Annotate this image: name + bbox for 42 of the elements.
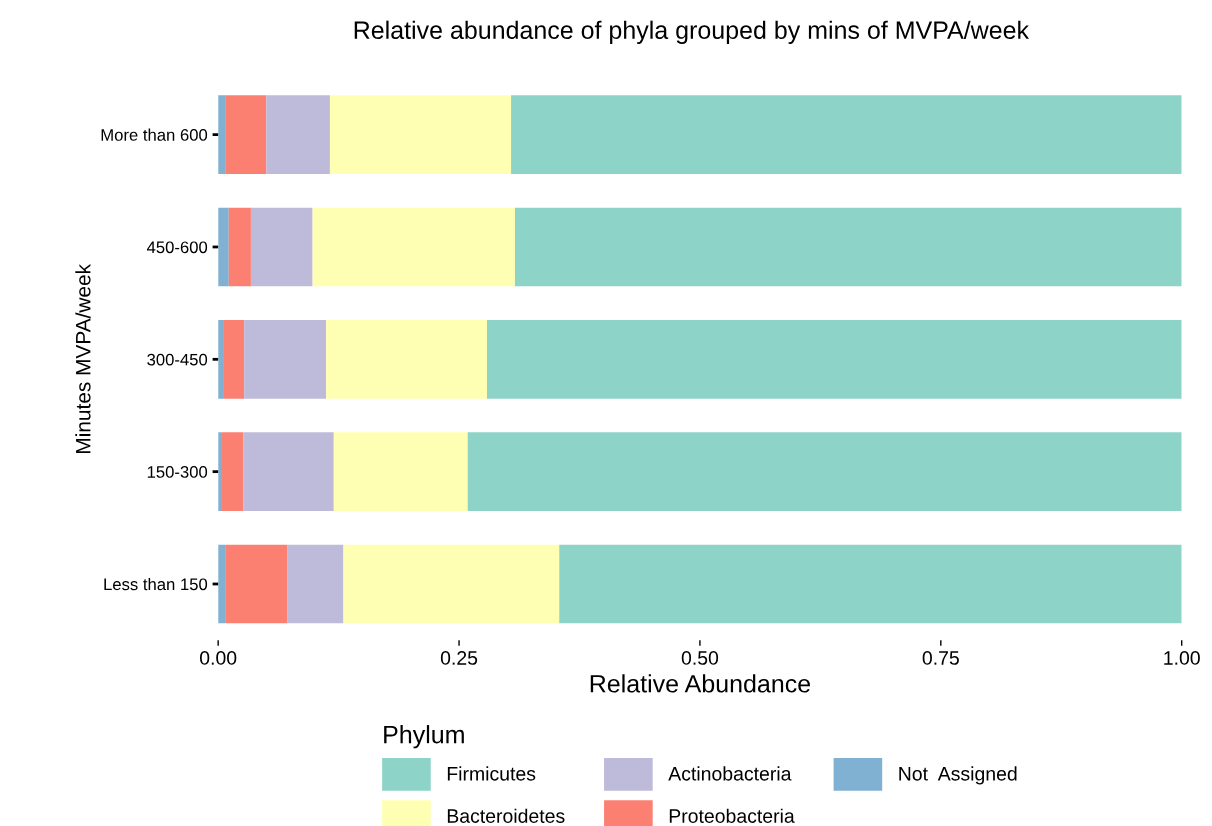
bar [514, 207, 1182, 287]
legend-label: Bacteroidetes [447, 808, 565, 823]
bar [266, 95, 330, 174]
bar [287, 544, 344, 624]
legend-title: Phylum [384, 725, 464, 749]
legend-label: Not Assigned [899, 766, 1017, 785]
bar [559, 544, 1182, 624]
bar [218, 544, 226, 624]
x-tick-label: 0.50 [681, 651, 719, 665]
x-tick-label: 1.00 [1164, 651, 1200, 665]
bar [218, 207, 229, 287]
bar [225, 544, 288, 624]
y-tick-label: 300-450 [147, 353, 208, 366]
x-tick-label: 0.00 [200, 651, 237, 665]
y-axis-title: Minutes MVPA/week [75, 263, 91, 453]
bar [312, 207, 515, 287]
y-tick-label: 150-300 [147, 466, 208, 478]
legend-label: Firmicutes [447, 766, 536, 781]
y-tick-label: More than 600 [101, 128, 208, 141]
bar [343, 544, 560, 624]
bar [250, 207, 313, 287]
x-tick-label: 0.75 [922, 651, 959, 665]
bar [326, 319, 487, 399]
bar [486, 319, 1182, 399]
bar [329, 95, 512, 174]
bar [223, 319, 245, 399]
y-tick-label: Less than 150 [104, 577, 208, 591]
bar [222, 432, 244, 511]
bar [228, 207, 251, 287]
bar [243, 432, 334, 511]
x-tick-label: 0.25 [440, 651, 478, 665]
legend-label: Actinobacteria [668, 766, 792, 781]
bar [225, 95, 267, 174]
y-tick-label: 450-600 [146, 241, 208, 254]
bar [467, 432, 1182, 511]
bar [511, 95, 1182, 174]
legend-label: Proteobacteria [669, 808, 795, 823]
x-axis-title: Relative Abundance [590, 674, 811, 693]
bar [218, 95, 226, 174]
chart-title: Relative abundance of phyla grouped by mins of MVPA/week [354, 20, 1030, 44]
bar [333, 432, 468, 511]
bar [244, 319, 327, 399]
